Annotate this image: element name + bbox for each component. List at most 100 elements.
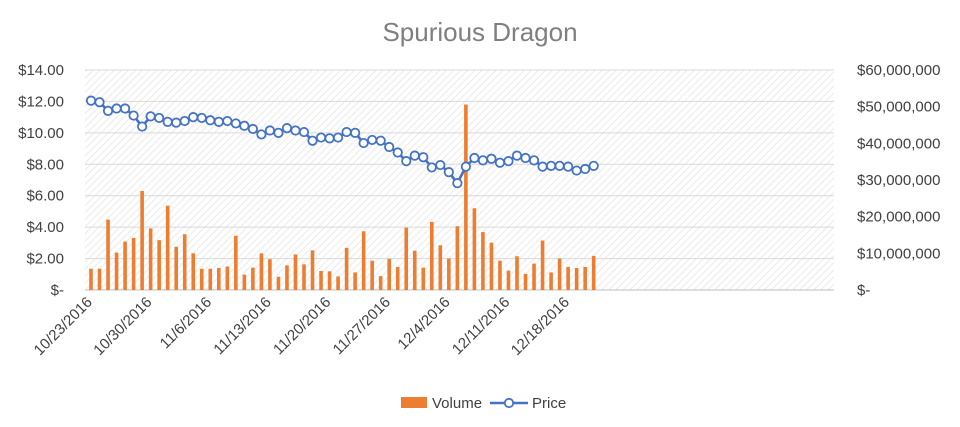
x-tick-label: 10/23/2016 <box>31 294 96 359</box>
price-point <box>384 141 395 153</box>
right-tick-label: $40,000,000 <box>857 135 940 152</box>
volume-bar <box>378 276 383 290</box>
price-line <box>85 95 599 189</box>
volume-bar <box>447 258 451 290</box>
volume-bar <box>225 266 230 290</box>
volume-bar <box>234 235 238 290</box>
volume-bar <box>481 232 485 290</box>
volume-bar <box>583 266 587 290</box>
price-point <box>213 116 224 127</box>
volume-bar <box>242 274 247 290</box>
right-tick-label: $60,000,000 <box>857 62 940 79</box>
volume-bar <box>114 252 119 290</box>
price-point <box>145 111 156 122</box>
legend-price-label: Price <box>532 395 566 412</box>
price-point <box>256 129 267 140</box>
price-point <box>85 95 97 106</box>
volume-bar <box>404 227 409 290</box>
price-point <box>188 112 199 123</box>
volume-bar <box>165 205 170 290</box>
left-tick-label: $10.00 <box>18 125 64 142</box>
price-point <box>588 160 599 171</box>
price-point <box>435 159 446 171</box>
volume-bars <box>89 104 596 290</box>
volume-bar <box>557 258 562 290</box>
x-tick-label: 11/6/2016 <box>157 294 215 352</box>
legend-price-marker <box>503 397 515 409</box>
price-point <box>315 132 327 143</box>
left-axis: $- $2.00 $4.00 $6.00 $8.00 $10.00 $12.00 $14.00 <box>18 62 64 299</box>
price-point <box>571 165 582 176</box>
volume-bar <box>131 237 136 290</box>
right-tick-label: $30,000,000 <box>857 172 940 189</box>
price-point <box>196 112 207 124</box>
x-tick-label: 11/13/2016 <box>210 294 274 358</box>
price-point <box>137 121 148 132</box>
price-point <box>375 135 386 146</box>
price-point <box>477 155 489 166</box>
right-axis: $- $10,000,000 $20,000,000 $30,000,000 $40,0… <box>857 62 940 299</box>
price-point <box>222 115 233 127</box>
volume-bar <box>421 267 426 290</box>
left-tick-label: $2.00 <box>26 251 64 268</box>
price-point <box>171 117 182 128</box>
volume-bar <box>506 270 511 290</box>
price-point <box>205 115 216 126</box>
price-point <box>332 132 344 143</box>
price-point <box>367 134 378 146</box>
price-point <box>452 178 463 189</box>
price-point <box>563 161 574 172</box>
price-point <box>494 157 506 168</box>
volume-bar <box>251 267 255 290</box>
volume-bar <box>302 264 306 290</box>
x-tick-label: 12/4/2016 <box>394 294 453 353</box>
volume-bar <box>540 240 545 290</box>
volume-bar <box>412 250 417 290</box>
price-point <box>460 161 471 172</box>
price-point <box>341 126 352 138</box>
left-tick-label: $4.00 <box>26 219 64 236</box>
price-point <box>247 123 258 135</box>
volume-bar <box>438 245 443 290</box>
price-point <box>486 153 497 164</box>
volume-bar <box>123 241 127 290</box>
price-point <box>418 152 429 163</box>
volume-bar <box>430 221 434 290</box>
price-point <box>102 105 114 116</box>
volume-bar <box>140 191 144 290</box>
right-tick-label: $50,000,000 <box>857 99 940 116</box>
price-point <box>392 147 403 158</box>
volume-bar <box>370 260 374 290</box>
price-point <box>401 156 412 167</box>
price-point <box>290 125 301 136</box>
volume-bar <box>319 270 323 290</box>
volume-bar <box>591 255 596 290</box>
volume-bar <box>336 276 340 290</box>
volume-bar <box>106 219 110 290</box>
price-point <box>520 152 531 164</box>
x-tick-label: 10/30/2016 <box>90 294 155 359</box>
volume-bar <box>387 258 391 290</box>
price-point <box>273 127 284 138</box>
price-point <box>528 155 540 166</box>
legend-volume-label: Volume <box>432 395 482 412</box>
volume-bar <box>472 208 477 290</box>
left-tick-label: $6.00 <box>26 188 64 205</box>
volume-bar <box>182 234 187 290</box>
price-point <box>264 125 276 136</box>
volume-bar <box>276 276 281 290</box>
x-tick-label: 12/18/2016 <box>508 294 573 359</box>
volume-bar <box>353 272 357 290</box>
volume-bar <box>157 240 161 290</box>
volume-bar <box>361 231 366 290</box>
right-tick-label: $20,000,000 <box>857 209 940 226</box>
volume-bar <box>395 266 400 290</box>
volume-bar <box>268 259 272 290</box>
volume-bar <box>523 273 528 290</box>
legend: Volume Price <box>401 395 566 412</box>
x-tick-label: 11/20/2016 <box>270 294 334 358</box>
legend-volume-swatch <box>401 397 427 408</box>
price-point <box>179 115 190 127</box>
